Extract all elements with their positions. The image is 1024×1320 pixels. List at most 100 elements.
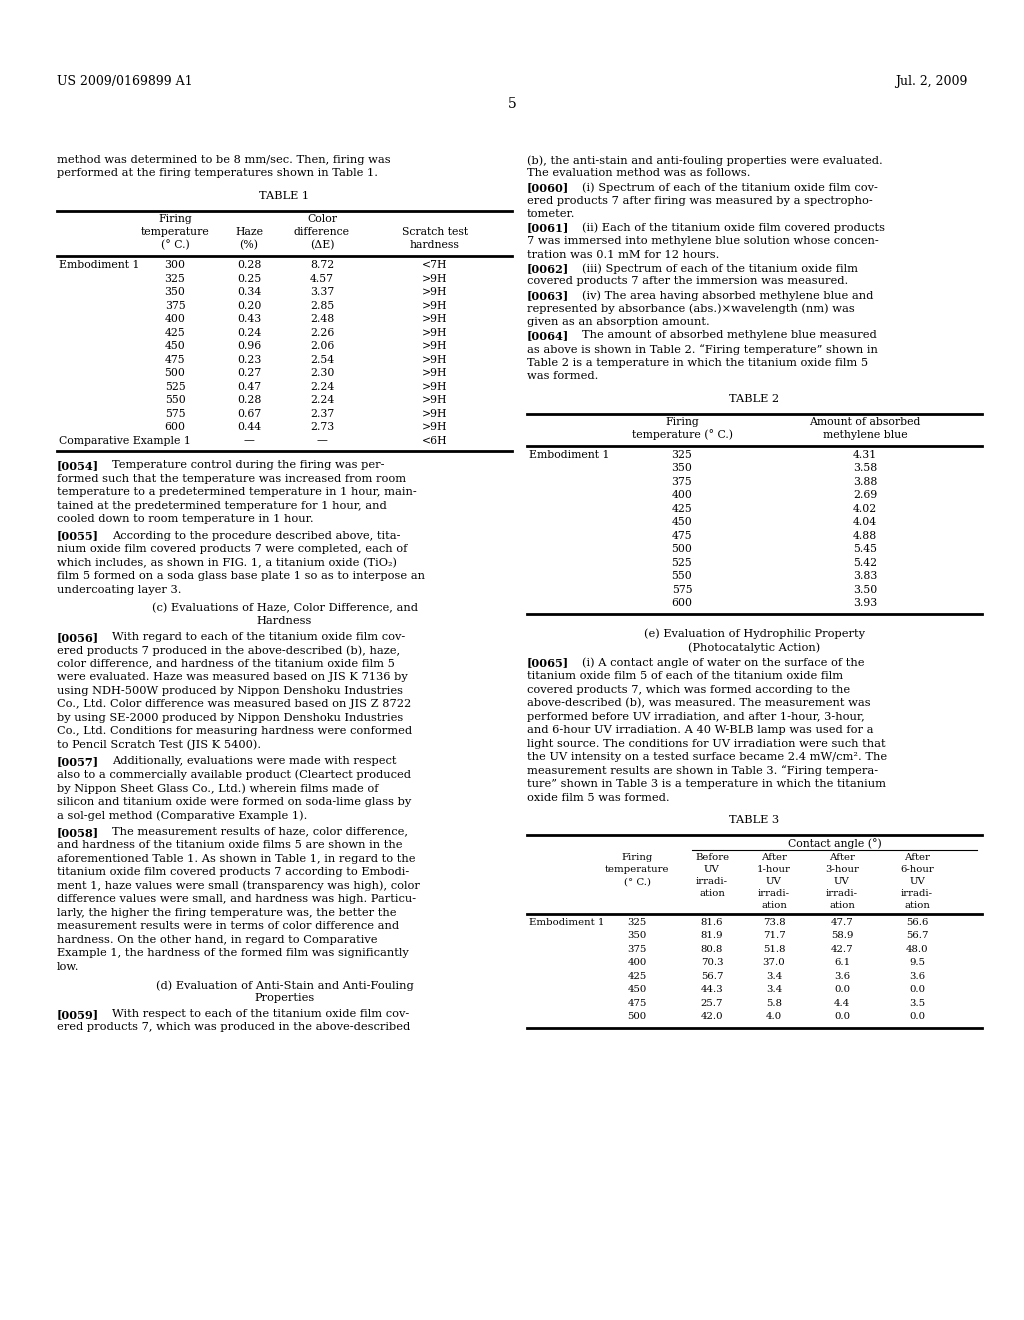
Text: 3-hour: 3-hour [825,865,859,874]
Text: 400: 400 [672,490,692,500]
Text: 3.88: 3.88 [853,477,878,487]
Text: 375: 375 [628,945,647,953]
Text: 70.3: 70.3 [700,958,723,968]
Text: ation: ation [829,902,855,911]
Text: 550: 550 [672,572,692,581]
Text: Haze: Haze [234,227,263,238]
Text: 56.7: 56.7 [700,972,723,981]
Text: >9H: >9H [422,368,447,378]
Text: 2.06: 2.06 [310,341,334,351]
Text: 3.93: 3.93 [853,598,878,609]
Text: by using SE-2000 produced by Nippon Denshoku Industries: by using SE-2000 produced by Nippon Dens… [57,713,403,722]
Text: >9H: >9H [422,301,447,310]
Text: 450: 450 [672,517,692,527]
Text: After: After [829,853,855,862]
Text: 0.23: 0.23 [237,355,261,364]
Text: 0.20: 0.20 [237,301,261,310]
Text: TABLE 3: TABLE 3 [729,814,779,825]
Text: 400: 400 [628,958,646,968]
Text: Embodiment 1: Embodiment 1 [529,917,604,927]
Text: irradi-: irradi- [696,876,728,886]
Text: 600: 600 [672,598,692,609]
Text: 5.42: 5.42 [853,558,878,568]
Text: represented by absorbance (abs.)×wavelength (nm) was: represented by absorbance (abs.)×wavelen… [527,304,855,314]
Text: The evaluation method was as follows.: The evaluation method was as follows. [527,169,751,178]
Text: Temperature control during the firing was per-: Temperature control during the firing wa… [112,461,384,470]
Text: 8.72: 8.72 [310,260,334,271]
Text: difference values were small, and hardness was high. Particu-: difference values were small, and hardne… [57,894,416,904]
Text: 500: 500 [628,1012,646,1022]
Text: >9H: >9H [422,327,447,338]
Text: 375: 375 [672,477,692,487]
Text: tometer.: tometer. [527,209,575,219]
Text: ment 1, haze values were small (transparency was high), color: ment 1, haze values were small (transpar… [57,880,420,891]
Text: 475: 475 [672,531,692,541]
Text: (ii) Each of the titanium oxide film covered products: (ii) Each of the titanium oxide film cov… [582,223,885,234]
Text: Embodiment 1: Embodiment 1 [59,260,139,271]
Text: Firing: Firing [666,417,698,426]
Text: Properties: Properties [254,994,314,1003]
Text: 4.88: 4.88 [853,531,878,541]
Text: 47.7: 47.7 [830,917,853,927]
Text: TABLE 1: TABLE 1 [259,191,309,201]
Text: UV: UV [766,876,782,886]
Text: (iv) The area having absorbed methylene blue and: (iv) The area having absorbed methylene … [582,290,873,301]
Text: TABLE 2: TABLE 2 [729,393,779,404]
Text: 0.34: 0.34 [237,286,261,297]
Text: 4.31: 4.31 [853,450,878,459]
Text: 3.37: 3.37 [310,286,334,297]
Text: 4.04: 4.04 [853,517,878,527]
Text: Before: Before [695,853,729,862]
Text: measurement results are shown in Table 3. “Firing tempera-: measurement results are shown in Table 3… [527,766,879,776]
Text: 3.4: 3.4 [766,972,782,981]
Text: low.: low. [57,962,80,972]
Text: ation: ation [904,902,930,911]
Text: 7 was immersed into methylene blue solution whose concen-: 7 was immersed into methylene blue solut… [527,236,879,246]
Text: which includes, as shown in FIG. 1, a titanium oxide (TiO₂): which includes, as shown in FIG. 1, a ti… [57,557,397,568]
Text: were evaluated. Haze was measured based on JIS K 7136 by: were evaluated. Haze was measured based … [57,672,408,682]
Text: 9.5: 9.5 [909,958,925,968]
Text: 325: 325 [628,917,646,927]
Text: 56.7: 56.7 [906,931,928,940]
Text: measurement results were in terms of color difference and: measurement results were in terms of col… [57,921,399,931]
Text: 0.27: 0.27 [237,368,261,378]
Text: 600: 600 [165,422,185,432]
Text: 300: 300 [165,260,185,271]
Text: (c) Evaluations of Haze, Color Difference, and: (c) Evaluations of Haze, Color Differenc… [152,603,418,614]
Text: 80.8: 80.8 [700,945,723,953]
Text: 450: 450 [165,341,185,351]
Text: 0.0: 0.0 [834,1012,850,1022]
Text: ation: ation [761,902,786,911]
Text: 2.24: 2.24 [310,381,334,392]
Text: Scratch test: Scratch test [402,227,468,238]
Text: ered products 7 after firing was measured by a spectropho-: ered products 7 after firing was measure… [527,195,872,206]
Text: After: After [904,853,930,862]
Text: 350: 350 [672,463,692,474]
Text: irradi-: irradi- [758,890,790,898]
Text: [0064]: [0064] [527,330,569,342]
Text: 0.47: 0.47 [237,381,261,392]
Text: ation: ation [699,890,725,898]
Text: [0063]: [0063] [527,290,569,301]
Text: 0.43: 0.43 [237,314,261,325]
Text: UV: UV [835,876,850,886]
Text: Contact angle (°): Contact angle (°) [787,838,882,849]
Text: (i) Spectrum of each of the titanium oxide film cov-: (i) Spectrum of each of the titanium oxi… [582,182,878,193]
Text: 3.58: 3.58 [853,463,878,474]
Text: temperature (° C.): temperature (° C.) [632,429,732,441]
Text: temperature: temperature [605,865,670,874]
Text: With regard to each of the titanium oxide film cov-: With regard to each of the titanium oxid… [112,632,406,642]
Text: 3.4: 3.4 [766,985,782,994]
Text: oxide film 5 was formed.: oxide film 5 was formed. [527,792,670,803]
Text: >9H: >9H [422,409,447,418]
Text: 0.96: 0.96 [237,341,261,351]
Text: film 5 formed on a soda glass base plate 1 so as to interpose an: film 5 formed on a soda glass base plate… [57,572,425,581]
Text: and hardness of the titanium oxide films 5 are shown in the: and hardness of the titanium oxide films… [57,841,402,850]
Text: 2.24: 2.24 [310,395,334,405]
Text: 425: 425 [672,504,692,513]
Text: 2.73: 2.73 [310,422,334,432]
Text: (%): (%) [240,240,258,251]
Text: According to the procedure described above, tita-: According to the procedure described abo… [112,531,400,541]
Text: Color: Color [307,214,337,224]
Text: 6-hour: 6-hour [900,865,934,874]
